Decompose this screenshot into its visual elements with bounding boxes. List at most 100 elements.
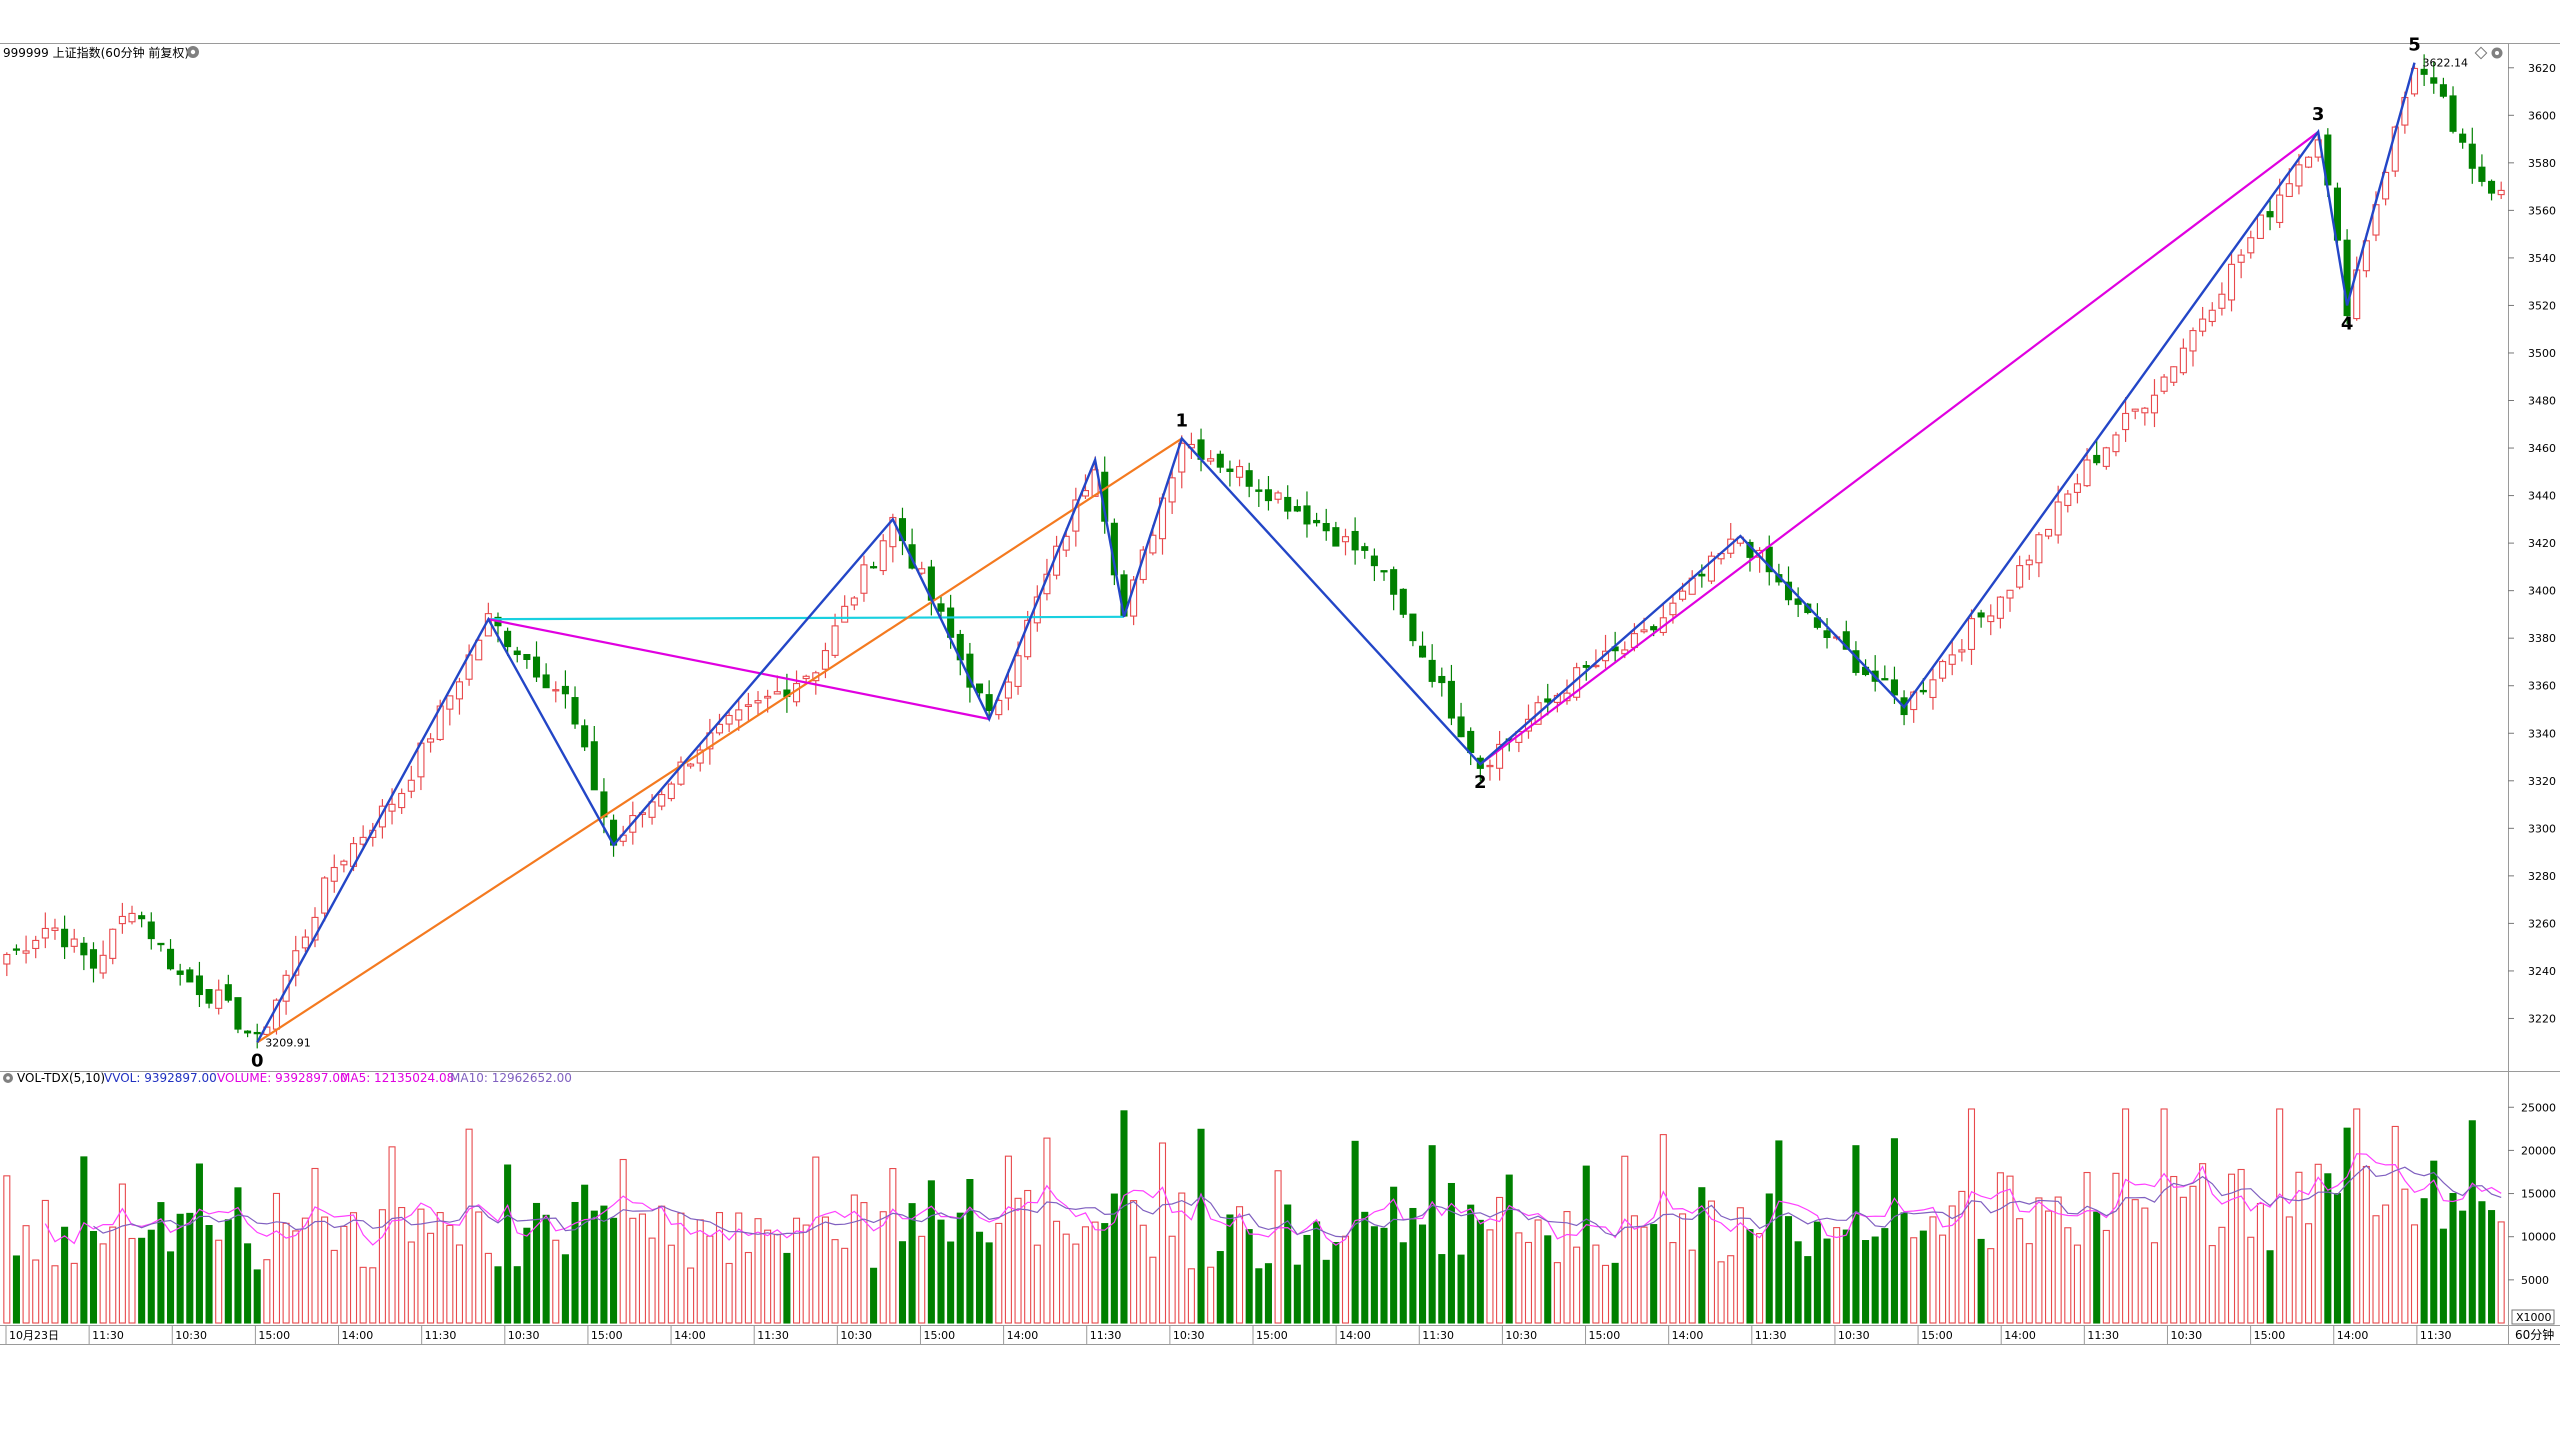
candle[interactable]: [2459, 128, 2467, 149]
volume-bar[interactable]: [561, 1254, 569, 1324]
volume-bar[interactable]: [2102, 1229, 2110, 1324]
wave-line-cyan[interactable]: [488, 615, 1124, 621]
volume-bar[interactable]: [205, 1225, 213, 1324]
candle[interactable]: [1361, 542, 1369, 559]
candle[interactable]: [1370, 548, 1378, 582]
volume-bar[interactable]: [2343, 1127, 2351, 1324]
candle[interactable]: [2064, 489, 2072, 513]
volume-bar[interactable]: [744, 1251, 752, 1324]
wave-line-blue[interactable]: [256, 62, 2416, 1043]
volume-bar[interactable]: [1178, 1192, 1186, 1324]
volume-bar[interactable]: [966, 1179, 974, 1324]
candle[interactable]: [205, 989, 213, 1009]
volume-bar[interactable]: [985, 1242, 993, 1324]
candle[interactable]: [744, 692, 752, 721]
volume-bar[interactable]: [1910, 1237, 1918, 1324]
gear-icon[interactable]: [3, 1073, 13, 1083]
volume-bar[interactable]: [2439, 1228, 2447, 1324]
volume-bar[interactable]: [2305, 1223, 2313, 1324]
volume-bar[interactable]: [1939, 1234, 1947, 1324]
volume-bar[interactable]: [2170, 1175, 2178, 1324]
volume-bar[interactable]: [109, 1226, 117, 1324]
volume-bar[interactable]: [2256, 1202, 2264, 1324]
volume-bar[interactable]: [802, 1224, 810, 1324]
candle[interactable]: [1226, 460, 1234, 487]
volume-bar[interactable]: [629, 1217, 637, 1324]
volume-bar[interactable]: [2488, 1210, 2496, 1324]
candle[interactable]: [2430, 61, 2438, 94]
candle[interactable]: [330, 854, 338, 893]
candle[interactable]: [1948, 638, 1956, 676]
candle[interactable]: [879, 534, 887, 576]
volume-bar[interactable]: [1216, 1251, 1224, 1324]
volume-bar[interactable]: [1274, 1170, 1282, 1324]
volume-bar[interactable]: [523, 1227, 531, 1324]
candle[interactable]: [1236, 459, 1244, 487]
volume-bar[interactable]: [99, 1243, 107, 1324]
candle[interactable]: [2488, 179, 2496, 201]
volume-bar[interactable]: [1014, 1197, 1022, 1324]
volume-bar[interactable]: [1341, 1235, 1350, 1324]
candle[interactable]: [552, 681, 560, 703]
volume-bar[interactable]: [2199, 1163, 2207, 1324]
candle[interactable]: [80, 937, 88, 971]
volume-bar[interactable]: [1996, 1172, 2004, 1324]
volume-bar[interactable]: [1919, 1230, 1927, 1324]
candle[interactable]: [1438, 667, 1446, 697]
volume-bar[interactable]: [330, 1249, 338, 1324]
volume-bar[interactable]: [1370, 1226, 1378, 1324]
volume-bar[interactable]: [417, 1208, 425, 1324]
volume-bar[interactable]: [1380, 1227, 1388, 1324]
volume-bar[interactable]: [2410, 1224, 2419, 1324]
candle[interactable]: [51, 918, 59, 940]
volume-bar[interactable]: [1573, 1246, 1581, 1324]
candle[interactable]: [985, 680, 993, 720]
candle[interactable]: [2497, 181, 2505, 200]
volume-bar[interactable]: [1072, 1243, 1080, 1324]
candle[interactable]: [2333, 182, 2341, 244]
candle[interactable]: [147, 912, 155, 950]
volume-bar[interactable]: [1158, 1142, 1167, 1324]
volume-bar[interactable]: [138, 1237, 146, 1324]
candle[interactable]: [1004, 669, 1012, 711]
volume-bar[interactable]: [2016, 1218, 2024, 1324]
volume-bar[interactable]: [821, 1216, 829, 1324]
candle[interactable]: [1486, 759, 1494, 781]
candle[interactable]: [1939, 659, 1947, 682]
volume-bar[interactable]: [581, 1184, 589, 1324]
candle[interactable]: [2199, 306, 2207, 337]
volume-bar[interactable]: [1053, 1220, 1061, 1324]
volume-bar[interactable]: [12, 1255, 20, 1324]
candle[interactable]: [715, 713, 724, 736]
volume-bar[interactable]: [1544, 1235, 1552, 1324]
volume-bar[interactable]: [494, 1266, 502, 1324]
volume-bar[interactable]: [2459, 1210, 2467, 1324]
volume-bar[interactable]: [2382, 1204, 2390, 1324]
volume-bar[interactable]: [610, 1217, 618, 1324]
candle[interactable]: [1284, 485, 1292, 520]
candle[interactable]: [446, 695, 454, 726]
volume-bar[interactable]: [600, 1205, 608, 1324]
candle[interactable]: [321, 876, 329, 922]
volume-bar[interactable]: [1852, 1145, 1860, 1324]
volume-bar[interactable]: [2237, 1168, 2245, 1324]
volume-bar[interactable]: [147, 1229, 155, 1324]
candle[interactable]: [937, 595, 945, 619]
candle[interactable]: [2141, 406, 2149, 426]
candle[interactable]: [427, 733, 435, 753]
candle[interactable]: [2227, 250, 2236, 312]
volume-bar[interactable]: [340, 1225, 348, 1324]
candle[interactable]: [157, 942, 165, 952]
volume-bar[interactable]: [1207, 1266, 1215, 1324]
candle[interactable]: [1322, 508, 1330, 541]
candle[interactable]: [1987, 604, 1995, 636]
volume-bar[interactable]: [2141, 1207, 2149, 1324]
volume-bar[interactable]: [1717, 1261, 1725, 1324]
volume-bar[interactable]: [2285, 1216, 2293, 1324]
volume-bar[interactable]: [2420, 1198, 2428, 1324]
volume-bar[interactable]: [1967, 1108, 1976, 1324]
volume-bar[interactable]: [1746, 1229, 1754, 1324]
candle[interactable]: [2122, 397, 2130, 442]
volume-bar[interactable]: [1784, 1216, 1793, 1324]
candle[interactable]: [1967, 609, 1976, 665]
